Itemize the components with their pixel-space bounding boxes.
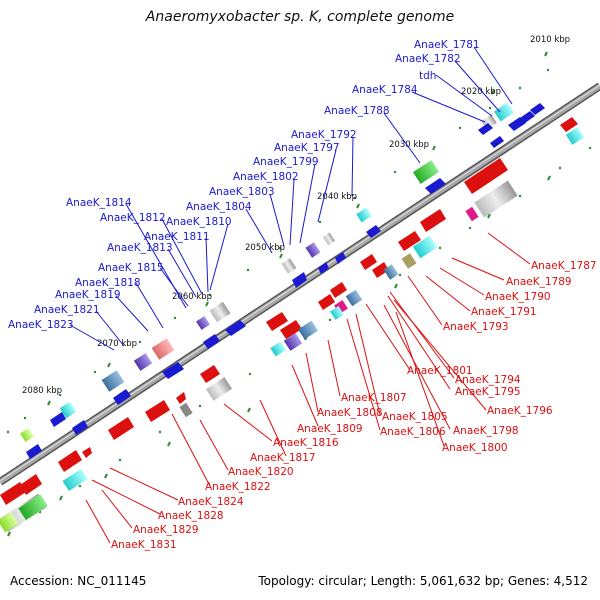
gene-label: AnaeK_1795	[455, 386, 521, 398]
gene-label: AnaeK_1781	[414, 39, 480, 51]
gene-label: AnaeK_1819	[55, 289, 121, 301]
gene-label: AnaeK_1802	[233, 171, 299, 183]
gene-label: AnaeK_1799	[253, 156, 319, 168]
gene-label: AnaeK_1800	[442, 442, 508, 454]
bottom-leader-lines	[85, 232, 531, 544]
gene-label: AnaeK_1820	[228, 466, 294, 478]
gene-label: AnaeK_1811	[144, 231, 210, 243]
gene-label: AnaeK_1813	[107, 242, 173, 254]
gene-label: tdh	[419, 70, 436, 82]
gene-label: AnaeK_1798	[453, 425, 519, 437]
forward-genes	[20, 102, 545, 459]
tick-label: 2010 kbp	[530, 35, 570, 45]
gene-label: AnaeK_1787	[531, 260, 597, 272]
gene-label: AnaeK_1807	[341, 392, 407, 404]
gene-label: AnaeK_1789	[506, 276, 572, 288]
gene-label: AnaeK_1831	[111, 539, 177, 551]
gene-label: AnaeK_1829	[133, 524, 199, 536]
reverse-genes	[0, 117, 585, 533]
genome-summary-text: Topology: circular; Length: 5,061,632 bp…	[258, 574, 588, 588]
kbp-labels: 2010 kbp 2020 kbp 2030 kbp 2040 kbp 2050…	[22, 35, 570, 396]
tick-label: 2030 kbp	[389, 140, 429, 150]
tick-label: 2020 kbp	[461, 87, 501, 97]
gene-label: AnaeK_1821	[34, 304, 100, 316]
bottom-gene-labels: AnaeK_1787 AnaeK_1789 AnaeK_1790 AnaeK_1…	[111, 260, 597, 551]
gene-label: AnaeK_1812	[100, 212, 166, 224]
top-leader-lines	[69, 46, 513, 351]
gene-label: AnaeK_1792	[291, 129, 357, 141]
gene-label: AnaeK_1791	[471, 306, 537, 318]
gene-label: AnaeK_1816	[273, 437, 339, 449]
gene-label: AnaeK_1790	[485, 291, 551, 303]
gene-label: AnaeK_1828	[158, 510, 224, 522]
gene-label: AnaeK_1809	[297, 423, 363, 435]
tick-label: 2040 kbp	[317, 192, 357, 202]
gene-label: AnaeK_1803	[209, 186, 275, 198]
gene-label: AnaeK_1817	[250, 452, 316, 464]
map-title: Anaeromyxobacter sp. K, complete genome	[145, 9, 455, 25]
gene-label: AnaeK_1805	[382, 411, 448, 423]
gene-label: AnaeK_1808	[317, 407, 383, 419]
gene-label: AnaeK_1822	[205, 481, 271, 493]
gene-label: AnaeK_1824	[178, 496, 244, 508]
gene-label: AnaeK_1784	[352, 84, 418, 96]
gene-label: AnaeK_1814	[66, 197, 132, 209]
tick-label: 2060 kbp	[172, 292, 212, 302]
accession-text: Accession: NC_011145	[10, 574, 147, 588]
tick-label: 2080 kbp	[22, 386, 62, 396]
gene-label: AnaeK_1782	[395, 53, 461, 65]
gene-label: AnaeK_1810	[166, 216, 232, 228]
tick-label: 2050 kbp	[245, 243, 285, 253]
gene-label: AnaeK_1801	[407, 365, 473, 377]
gene-label: AnaeK_1823	[8, 319, 74, 331]
top-gene-labels: AnaeK_1781 AnaeK_1782 tdh AnaeK_1784 Ana…	[8, 39, 480, 331]
gene-label: AnaeK_1796	[487, 405, 553, 417]
gene-label: AnaeK_1788	[324, 105, 390, 117]
gene-label: AnaeK_1797	[274, 142, 340, 154]
gene-label: AnaeK_1818	[75, 277, 141, 289]
gene-label: AnaeK_1806	[380, 426, 446, 438]
gene-label: AnaeK_1815	[98, 262, 164, 274]
track-dots	[6, 68, 592, 514]
tick-label: 2070 kbp	[97, 339, 137, 349]
gene-label: AnaeK_1794	[455, 374, 521, 386]
gene-label: AnaeK_1793	[443, 321, 509, 333]
gene-label: AnaeK_1804	[186, 201, 252, 213]
scale-ticks	[7, 51, 551, 537]
